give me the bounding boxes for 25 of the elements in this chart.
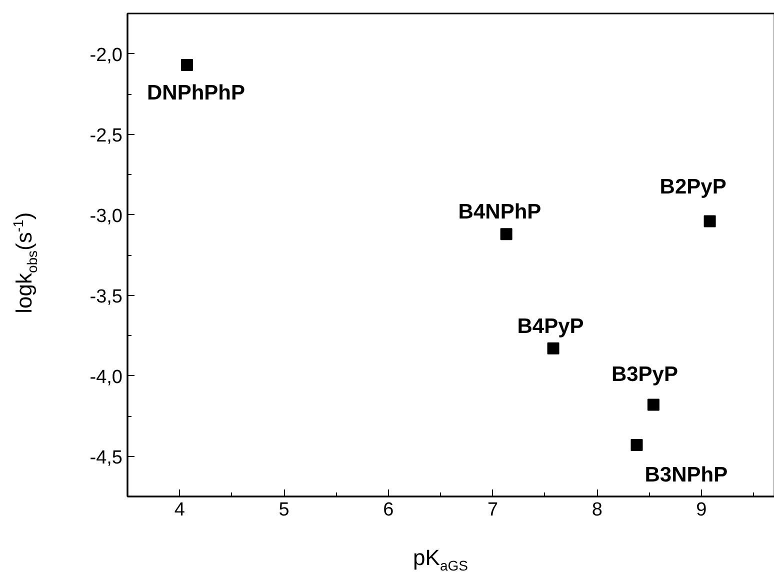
y-tick-label: -2,0 [90,44,123,66]
series-label: DNPhPhP [146,82,245,105]
point [180,59,193,72]
point [630,438,643,451]
series-label: B3PyP [611,363,678,386]
y-tick-label: -2,5 [90,125,123,146]
x-tick-label: 8 [592,500,602,520]
x-tick-label: 6 [383,500,394,520]
point [647,398,660,411]
y-tick-label: -4,5 [90,447,123,468]
y-tick-label: -3,0 [90,206,123,227]
series-label: B3NPhP [644,463,728,486]
x-tick-label: 9 [696,500,707,520]
point [500,228,512,240]
point [704,215,716,228]
x-tick-label: 5 [278,500,290,520]
series-label: B4NPhP [458,200,542,224]
series-label: B4PyP [517,314,584,338]
x-tick-label: 4 [174,500,186,520]
x-axis-title: pK$_{aGS}$ [412,544,469,576]
y-tick-label: -4,0 [90,366,123,388]
y-tick-label: -3,5 [90,286,123,308]
point [547,342,560,354]
x-tick-label: 7 [487,500,498,520]
series-label: B2PyP [660,176,726,199]
